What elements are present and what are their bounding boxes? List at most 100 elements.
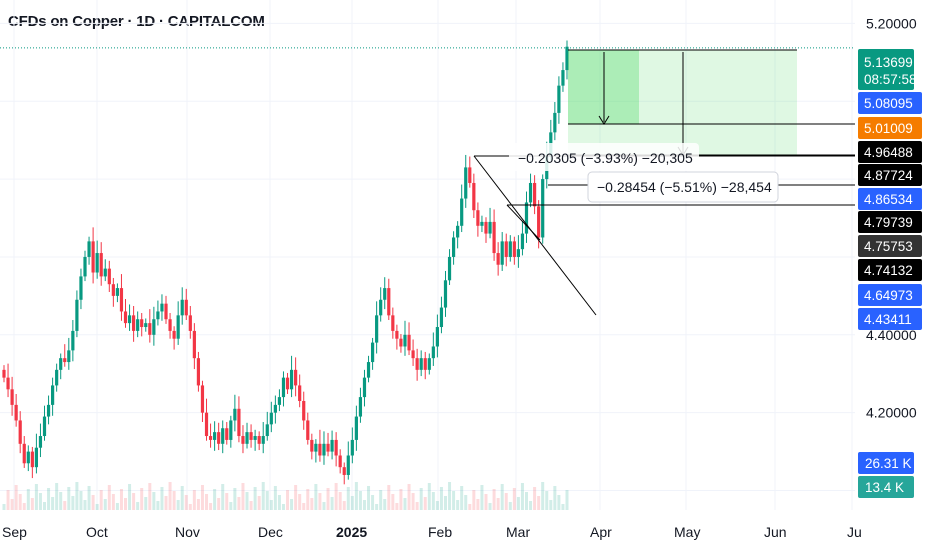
candle [447,256,452,281]
volume-label-badge[interactable] [858,476,914,498]
candle [342,467,346,475]
volume-bar [265,491,269,510]
chart-title: CFDs on Copper · 1D · CAPITALCOM [8,13,265,30]
volume-bar [553,486,557,510]
price-label-badge[interactable] [858,284,922,306]
candle [541,179,545,238]
volume-bar [379,490,383,510]
volume-bar [399,489,403,510]
candle [79,276,83,300]
volume-bar [318,493,322,510]
volume-label-badge[interactable] [858,452,914,474]
candle [87,241,91,257]
volume-bar [111,494,115,510]
volume-bar [516,497,520,510]
trend-line[interactable] [473,155,597,316]
date-tick-label: Oct [86,524,108,540]
volume-bar [411,493,415,510]
volume-bar [302,503,306,510]
measure-label-bg [509,143,699,171]
candle [407,334,411,351]
volume-bar [533,487,537,510]
candle [148,323,152,335]
candle [26,451,30,464]
volume-bar [115,503,119,510]
price-label-badge[interactable] [858,117,922,139]
volume-bar [107,485,111,510]
volume-bar [290,499,294,510]
measure-label-bg [587,171,779,203]
candle [460,198,464,226]
candle [306,420,310,440]
candle [451,237,456,257]
candle [532,182,537,207]
candle [136,319,140,331]
candle [403,334,407,347]
price-label: 4.75753 [864,239,913,254]
price-label: 4.86534 [864,192,913,207]
candle [208,436,213,440]
candle [38,436,43,448]
current-price-badge[interactable] [858,49,914,90]
price-label-badge[interactable] [858,308,922,330]
candle [221,428,225,444]
volume-bar [14,485,18,510]
candle [289,369,294,390]
candle [480,221,484,226]
volume-bar [407,484,411,510]
candle [508,241,512,257]
date-tick-label: Jun [764,524,787,540]
date-tick-label: May [674,524,700,540]
volume-bar [233,488,237,510]
volume-bar [209,503,213,510]
candle [188,315,192,331]
price-label-badge[interactable] [858,259,922,281]
price-label: 4.64973 [864,288,913,303]
volume-bar [500,484,504,510]
volume-bar [26,489,30,510]
candle [504,241,508,257]
date-tick-label: Apr [590,524,612,540]
volume-bar [561,504,565,510]
candle [411,350,415,359]
volume-bar [79,491,83,510]
candle [387,288,391,316]
volume-bar [338,492,342,510]
candle [496,253,500,265]
volume-bar [431,492,435,510]
price-label-badge[interactable] [858,92,922,114]
candle [261,436,265,444]
candle [435,327,439,347]
candle [164,303,168,320]
volume-bar [375,504,379,510]
candle [423,358,427,370]
volume-bar [310,498,314,510]
candle [565,46,569,71]
price-label-badge[interactable] [858,164,922,186]
candle [237,408,241,437]
volume-bar [488,503,492,510]
volume-bar [38,493,42,510]
volume-bar [286,490,290,510]
volume-bar [492,489,496,510]
volume-bar [156,501,160,510]
candle [277,397,282,405]
candle [200,385,205,413]
candle [383,288,387,300]
candle [520,233,525,250]
volume-bar [59,492,63,510]
volume-bar [480,485,484,510]
candle [176,315,180,339]
volume-bar [119,489,123,510]
volume-bar [172,491,176,510]
price-label-badge[interactable] [858,141,922,163]
price-label-badge[interactable] [858,235,922,257]
candle [427,358,431,370]
price-label-badge[interactable] [858,211,922,233]
volume-bar [330,497,334,510]
price-label-badge[interactable] [858,188,922,210]
candle [379,299,383,316]
volume-bar [427,483,431,510]
candle [152,319,156,335]
